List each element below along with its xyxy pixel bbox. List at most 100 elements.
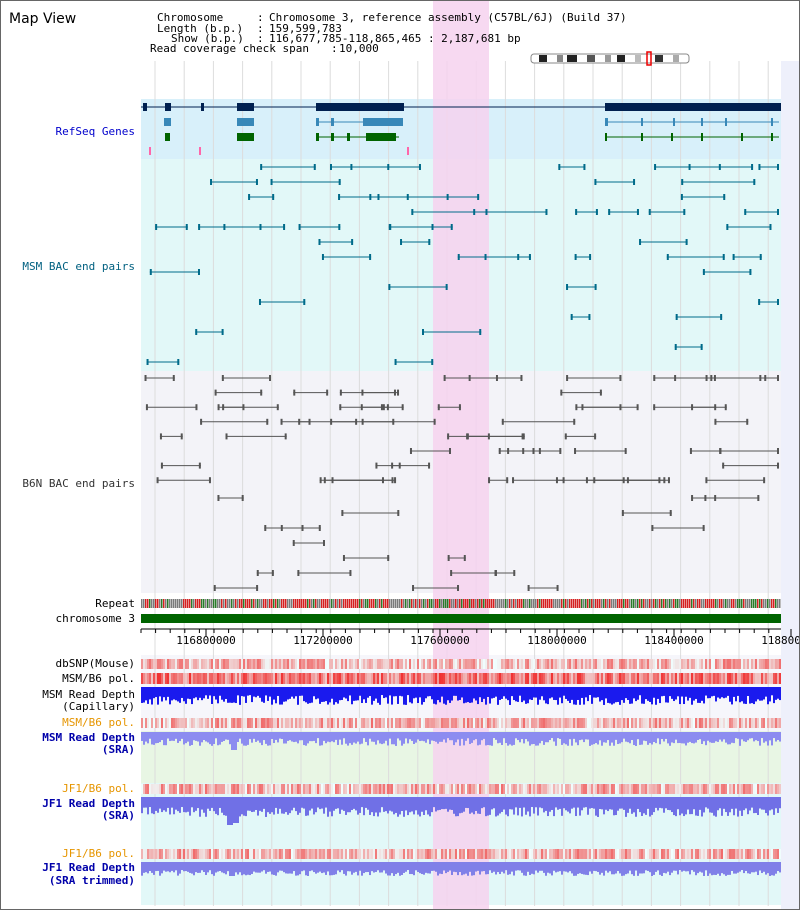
heat-cell (149, 659, 151, 669)
bac-end (522, 448, 525, 454)
depth-bar (201, 797, 203, 810)
heat-cell (533, 784, 535, 794)
depth-bar (245, 862, 247, 876)
heat-cell (623, 673, 625, 684)
heat-cell (675, 718, 677, 728)
repeat-block (563, 599, 565, 608)
depth-bar (263, 687, 265, 703)
depth-bar (413, 862, 415, 876)
heat-cell (235, 784, 237, 794)
depth-bar (711, 732, 713, 743)
depth-bar (509, 732, 511, 745)
heat-cell (533, 673, 535, 684)
bac-end (406, 194, 409, 200)
depth-bar (659, 797, 661, 808)
highlight-region[interactable] (433, 1, 489, 909)
heat-cell (171, 784, 173, 794)
heat-cell (603, 849, 605, 859)
heat-cell (575, 784, 577, 794)
heat-cell (315, 673, 317, 684)
bac-end (477, 194, 480, 200)
bac-end (575, 404, 578, 411)
heat-cell (747, 659, 749, 669)
heat-cell (613, 849, 615, 859)
depth-bar (615, 797, 617, 816)
heat-cell (349, 718, 351, 728)
bac-end (595, 209, 598, 215)
depth-bar (217, 862, 219, 872)
depth-bar (555, 797, 557, 808)
repeat-block (265, 599, 267, 608)
depth-bar (625, 732, 627, 742)
heat-cell (727, 849, 729, 859)
heat-cell (543, 718, 545, 728)
bac-end (663, 477, 666, 484)
repeat-block (555, 599, 557, 608)
depth-bar (301, 862, 303, 872)
bac-end (388, 284, 391, 290)
depth-bar (643, 687, 645, 704)
depth-bar (573, 732, 575, 739)
heat-cell (521, 718, 523, 728)
heat-cell (687, 718, 689, 728)
depth-bar (225, 732, 227, 740)
b6n-bac-label[interactable]: B6N BAC end pairs (22, 477, 135, 490)
heat-cell (501, 849, 503, 859)
heat-cell (251, 849, 253, 859)
bac-end (732, 254, 735, 260)
depth-bar (661, 732, 663, 740)
depth-bar (567, 687, 569, 701)
bac-end (146, 359, 149, 365)
heat-cell (199, 849, 201, 859)
refseq-genes-label[interactable]: RefSeq Genes (56, 125, 135, 138)
bac-end (545, 209, 548, 215)
chromosome-ideogram[interactable] (530, 51, 690, 66)
heat-cell (369, 849, 371, 859)
heat-cell (599, 659, 601, 669)
heat-cell (333, 718, 335, 728)
depth-bar (347, 732, 349, 746)
repeat-block (457, 599, 459, 608)
heat-cell (425, 784, 427, 794)
depth-bar (503, 732, 505, 739)
heat-cell (775, 718, 777, 728)
bac-end (280, 525, 283, 531)
heat-cell (527, 718, 529, 728)
bac-end (241, 495, 244, 501)
depth-bar (383, 797, 385, 812)
depth-bar (373, 797, 375, 817)
depth-bar (619, 862, 621, 874)
heat-cell (177, 784, 179, 794)
depth-bar (195, 797, 197, 811)
heat-cell (443, 849, 445, 859)
heat-cell (167, 718, 169, 728)
heat-cell (729, 718, 731, 728)
depth-bar (175, 732, 177, 739)
heat-cell (711, 659, 713, 669)
depth-bar (591, 732, 593, 745)
heat-cell (491, 659, 493, 669)
bac-end (180, 433, 183, 440)
heat-cell (183, 784, 185, 794)
depth-bar (285, 687, 287, 702)
msm-bac-label[interactable]: MSM BAC end pairs (22, 260, 135, 273)
depth-bar (341, 687, 343, 700)
depth-bar (175, 862, 177, 871)
depth-bar (183, 732, 185, 745)
heat-cell (433, 718, 435, 728)
repeat-block (409, 599, 411, 608)
heat-cell (609, 659, 611, 669)
bac-end (639, 239, 642, 245)
depth-bar (497, 797, 499, 816)
heat-cell (285, 673, 287, 684)
depth-bar (467, 862, 469, 876)
heat-cell (475, 718, 477, 728)
selected-region-highlight[interactable] (433, 1, 489, 909)
heat-cell (321, 659, 323, 669)
depth-bar (389, 732, 391, 739)
repeat-block (515, 599, 517, 608)
depth-bar (251, 862, 253, 874)
heat-cell (533, 718, 535, 728)
heat-cell (763, 784, 765, 794)
